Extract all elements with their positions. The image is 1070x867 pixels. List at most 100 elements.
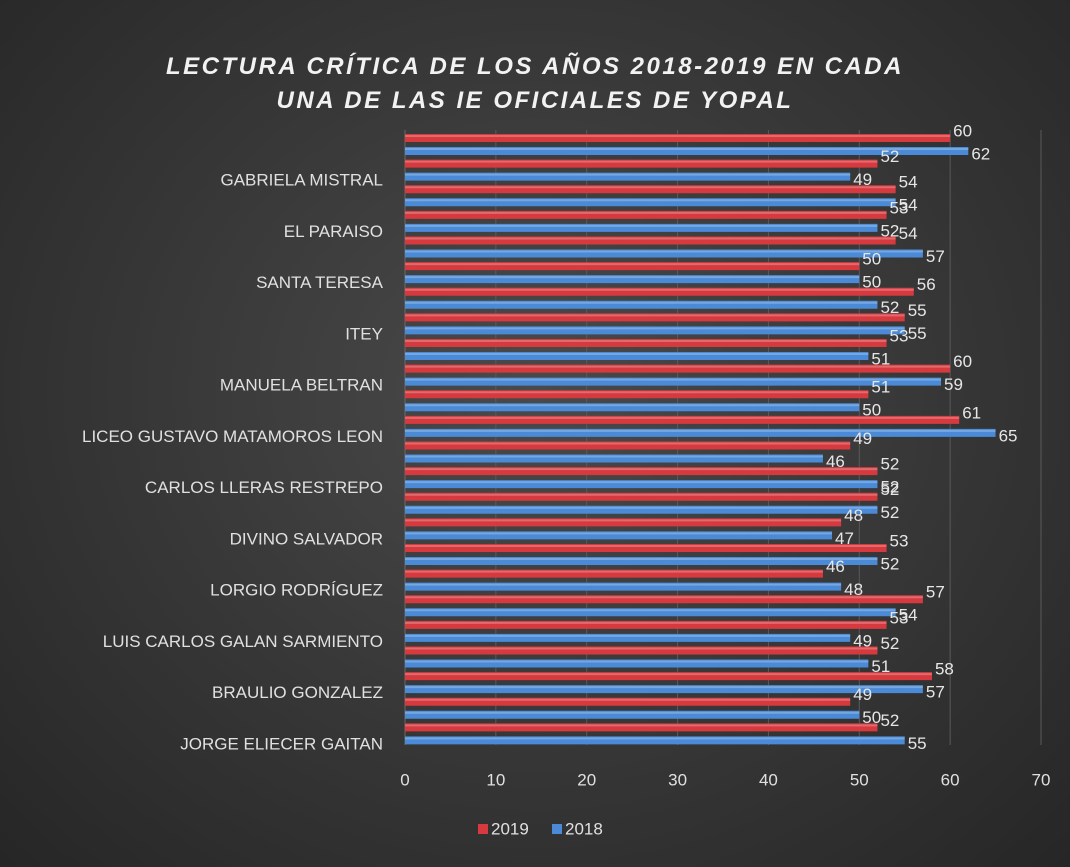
bar (405, 569, 823, 578)
bar-highlight (405, 429, 996, 432)
data-label: 58 (935, 660, 954, 679)
bar-highlight (405, 634, 851, 637)
bar-highlight (405, 686, 923, 689)
bar-highlight (405, 711, 860, 714)
data-label: 50 (862, 273, 881, 292)
bar (405, 210, 887, 219)
bar-highlight (405, 365, 951, 368)
bar (405, 685, 923, 694)
bar-highlight (405, 353, 869, 355)
bar (405, 723, 878, 732)
bar (405, 134, 951, 142)
data-label: 53 (890, 198, 909, 217)
data-label: 50 (862, 250, 881, 269)
x-tick-label: 40 (759, 770, 778, 789)
data-label: 49 (853, 170, 872, 189)
bar (405, 736, 905, 745)
bar (405, 492, 878, 501)
bar (405, 352, 869, 360)
data-label: 52 (880, 480, 899, 499)
bar (405, 531, 833, 540)
bar (405, 646, 878, 655)
x-tick-label: 50 (850, 770, 869, 789)
y-tick-label: EL PARAISO (284, 222, 383, 241)
bar-highlight (405, 276, 860, 279)
data-label: 52 (880, 711, 899, 730)
bar (405, 223, 878, 232)
data-label: 51 (871, 657, 890, 676)
bar (405, 147, 969, 155)
data-label: 54 (899, 606, 918, 625)
bar (405, 159, 878, 168)
bar (405, 697, 851, 706)
bar (405, 620, 887, 629)
bar (405, 326, 905, 335)
data-label: 60 (953, 352, 972, 371)
bar-highlight (405, 173, 851, 176)
x-tick-label: 20 (577, 770, 596, 789)
bar-highlight (405, 314, 905, 317)
data-label: 47 (835, 529, 854, 548)
bar-highlight (405, 301, 878, 304)
bar-highlight (405, 621, 887, 624)
legend-label: 2018 (565, 819, 603, 838)
y-tick-label: BRAULIO GONZALEZ (212, 683, 383, 702)
bar (405, 659, 869, 668)
bar-highlight (405, 609, 896, 612)
data-label: 62 (971, 144, 990, 163)
bar-highlight (405, 481, 878, 484)
x-tick-label: 10 (486, 770, 505, 789)
bar (405, 300, 878, 309)
bar (405, 557, 878, 565)
data-label: 55 (908, 301, 927, 320)
data-label: 52 (880, 298, 899, 317)
y-tick-label: GABRIELA MISTRAL (221, 171, 384, 190)
bar-highlight (405, 583, 842, 586)
bar-highlight (405, 673, 932, 676)
data-label: 53 (890, 326, 909, 345)
bar (405, 582, 842, 591)
bar (405, 172, 851, 181)
bar-highlight (405, 340, 887, 342)
data-label: 52 (880, 634, 899, 653)
bar-highlight (405, 468, 878, 471)
data-label: 56 (917, 275, 936, 294)
data-label: 50 (862, 401, 881, 420)
bar (405, 377, 942, 386)
y-tick-label: DIVINO SALVADOR (230, 529, 383, 548)
data-label: 49 (853, 429, 872, 448)
data-label: 49 (853, 685, 872, 704)
bar-highlight (405, 442, 851, 445)
bar (405, 672, 932, 681)
data-label: 50 (862, 708, 881, 727)
bar-highlight (405, 737, 905, 740)
bar-highlight (405, 506, 878, 509)
y-tick-label: LUIS CARLOS GALAN SARMIENTO (103, 632, 383, 651)
data-label: 60 (953, 121, 972, 140)
legend-label: 2019 (491, 819, 529, 838)
bar-highlight (405, 237, 896, 240)
bar-highlight (405, 532, 833, 535)
bar-highlight (405, 288, 914, 291)
y-tick-label: SANTA TERESA (256, 273, 384, 292)
x-tick-label: 30 (668, 770, 687, 789)
bar (405, 441, 851, 450)
bar-highlight (405, 698, 851, 701)
data-label: 48 (844, 506, 863, 525)
bar (405, 415, 960, 424)
y-tick-label: MANUELA BELTRAN (220, 376, 383, 395)
bar-highlight (405, 263, 860, 266)
bar (405, 287, 914, 296)
data-label: 46 (826, 452, 845, 471)
bar (405, 198, 896, 207)
data-label: 51 (871, 349, 890, 368)
bar (405, 275, 860, 284)
bar-highlight (405, 211, 887, 214)
data-label: 48 (844, 580, 863, 599)
bar-highlight (405, 647, 878, 650)
bar (405, 185, 896, 194)
bar-highlight (405, 570, 823, 573)
bar (405, 608, 896, 617)
bar-highlight (405, 558, 878, 560)
